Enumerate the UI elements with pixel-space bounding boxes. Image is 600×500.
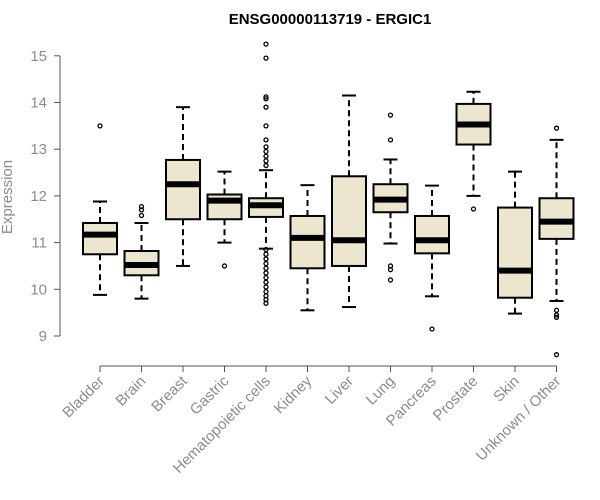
x-tick-label: Kidney xyxy=(271,372,316,417)
x-tick-label: Prostate xyxy=(430,373,482,425)
outlier-point xyxy=(263,55,269,61)
outlier-point xyxy=(263,153,269,159)
box-group xyxy=(123,203,160,300)
outlier-point xyxy=(553,307,560,313)
y-tick-label: 15 xyxy=(30,48,47,65)
outlier-point xyxy=(387,112,394,118)
outlier-point xyxy=(553,312,560,318)
outlier-point xyxy=(263,148,269,155)
box-group xyxy=(455,90,492,212)
box-group xyxy=(372,112,409,283)
x-tick-label: Liver xyxy=(322,373,357,408)
outlier-point xyxy=(263,270,269,276)
outlier-point xyxy=(138,203,145,210)
y-axis-label: Expression xyxy=(0,160,16,234)
outlier-point xyxy=(263,104,269,110)
outlier-point xyxy=(97,123,103,129)
outlier-point xyxy=(263,265,269,271)
box-group xyxy=(414,184,450,332)
box-group xyxy=(289,184,326,312)
outlier-point xyxy=(263,162,269,169)
outlier-point xyxy=(387,277,394,283)
outlier-point xyxy=(263,274,269,281)
box-group xyxy=(165,106,201,267)
boxes xyxy=(82,41,575,358)
x-tick-label: Brain xyxy=(113,373,150,410)
y-tick-label: 9 xyxy=(39,328,47,345)
box-iqr xyxy=(331,175,367,267)
outlier-point xyxy=(138,207,145,213)
x-tick-label: Bladder xyxy=(59,373,108,422)
outlier-point xyxy=(263,123,269,129)
box-group xyxy=(206,170,243,269)
y-tick-label: 11 xyxy=(31,235,47,252)
x-tick-label: Breast xyxy=(148,372,191,415)
y-tick-label: 14 xyxy=(30,95,47,112)
box-group xyxy=(248,41,284,306)
x-tick-label: Lung xyxy=(363,373,399,409)
outlier-point xyxy=(263,137,269,143)
outlier-point xyxy=(263,256,269,262)
outlier-point xyxy=(263,260,269,267)
outlier-point xyxy=(470,206,477,212)
y-tick-label: 12 xyxy=(30,188,47,205)
outlier-point xyxy=(263,288,269,295)
box-group xyxy=(82,123,118,296)
outlier-point xyxy=(263,96,269,102)
outlier-point xyxy=(553,125,560,131)
outlier-point xyxy=(553,352,560,358)
outlier-point xyxy=(263,144,269,150)
outlier-point xyxy=(263,279,269,285)
outlier-point xyxy=(263,41,269,47)
box-group xyxy=(497,170,533,315)
box-iqr xyxy=(414,214,450,255)
box-group xyxy=(331,94,367,309)
box-iqr xyxy=(538,197,575,240)
outlier-point xyxy=(263,158,269,164)
outlier-point xyxy=(387,263,394,269)
box-iqr xyxy=(165,158,201,221)
outlier-point xyxy=(263,94,269,100)
outlier-point xyxy=(221,263,228,269)
outlier-point xyxy=(429,326,435,332)
outlier-point xyxy=(263,293,269,299)
axes: 9 10 11 12 13 14 15 xyxy=(30,48,557,372)
box-iqr xyxy=(82,221,118,256)
outlier-point xyxy=(553,314,560,320)
outlier-point xyxy=(263,251,269,257)
chart-title: ENSG00000113719 - ERGIC1 xyxy=(229,11,432,28)
box-group xyxy=(538,125,575,358)
outlier-point xyxy=(263,246,269,253)
y-tick-label: 13 xyxy=(30,141,47,158)
outlier-point xyxy=(387,137,394,143)
y-tick-label: 10 xyxy=(30,281,47,298)
box-iqr xyxy=(497,206,533,299)
x-tick-label: Skin xyxy=(490,373,523,406)
outlier-point xyxy=(138,212,145,219)
box-iqr xyxy=(289,214,326,270)
outlier-point xyxy=(263,284,269,290)
